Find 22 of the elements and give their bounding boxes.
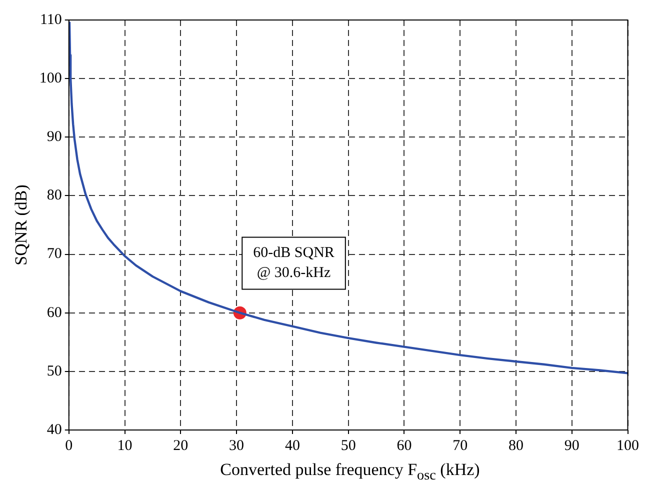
y-tick-label: 60: [46, 304, 62, 321]
y-tick-label: 90: [46, 129, 62, 146]
x-tick-label: 100: [616, 438, 639, 454]
x-tick-label: 30: [229, 438, 244, 454]
y-tick-label: 100: [39, 70, 62, 87]
x-tick-label: 40: [284, 438, 300, 454]
x-tick-label: 80: [508, 438, 524, 454]
x-axis-title: Converted pulse frequency F$_{osc}$ (kHz): [219, 460, 481, 484]
y-axis-title: SQNR (dB): [12, 184, 31, 266]
y-tick-label: 70: [46, 246, 62, 262]
y-tick-label: 40: [46, 422, 62, 438]
x-tick-label: 70: [452, 438, 468, 454]
x-tick-label: 50: [340, 438, 356, 454]
x-tick-label: 0: [65, 438, 73, 454]
y-tick-label: 50: [46, 363, 62, 380]
x-tick-label: 90: [564, 438, 580, 454]
x-tick-label: 10: [117, 438, 132, 454]
y-tick-label: 110: [40, 12, 62, 28]
annotation: 60-dB SQNR @ 30.6-kHz: [253, 245, 334, 282]
x-tick-label: 20: [173, 438, 188, 454]
x-tick-label: 60: [396, 438, 412, 454]
y-tick-label: 80: [46, 188, 62, 204]
